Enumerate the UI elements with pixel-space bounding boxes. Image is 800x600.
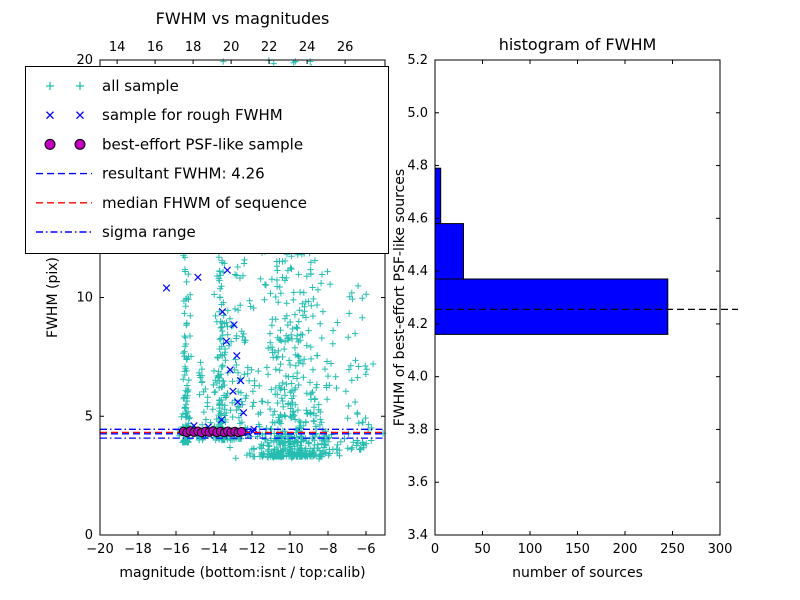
legend-entry-4: median FHWM of sequence [36,194,307,212]
y-tick-label: 3.4 [407,528,428,543]
legend-label: sigma range [102,223,196,241]
histogram-bar [434,223,464,280]
histogram-bar [434,278,669,335]
y-tick-label: 0 [85,528,93,543]
legend-entry-5: sigma range [36,223,196,241]
y-tick-label: 5.0 [407,106,428,121]
x-marker-icon [76,111,84,120]
top-tick-label: 18 [185,40,202,55]
legend: all sample sample for rough FWHM best-effo… [25,66,389,254]
y-tick-label: 5.2 [407,53,428,68]
legend-label: resultant FWHM: 4.26 [102,165,265,183]
right-chart-xlabel: number of sources [512,565,643,581]
y-tick-label: 4.8 [407,159,428,174]
left-chart-ylabel: FWHM (pix) [45,257,61,338]
left-chart: −20 −18 −16 −14 −12 −10 −8 −6 14 16 18 20 22 24 26 0 5 10… [45,9,387,581]
y-tick-label: 4.6 [407,211,428,226]
x-tick-label: 300 [708,542,733,557]
y-tick-label: 3.8 [407,422,428,437]
legend-entry-2: best-effort PSF-like sample [44,135,303,153]
right-chart: 0 50 100 150 200 250 300 3.4 3.6 3.8 4.0 4.2 4.4 4.6 4… [392,35,738,581]
top-tick-label: 16 [147,40,164,55]
x-tick-label: 250 [660,542,685,557]
x-tick-label: −6 [356,542,375,557]
histogram-bars [434,167,669,335]
left-chart-title: FWHM vs magnitudes [156,9,330,28]
y-tick-label: 3.6 [407,475,428,490]
top-tick-label: 14 [109,40,126,55]
legend-label: all sample [102,77,179,95]
top-tick-label: 26 [337,40,354,55]
x-tick-label: 50 [474,542,491,557]
plus-marker-icon [46,82,54,90]
scatter-psf-sample [178,426,247,438]
right-chart-title: histogram of FWHM [499,35,657,54]
x-tick-label: −18 [124,542,151,557]
legend-label: sample for rough FWHM [102,106,283,124]
left-chart-xlabel: magnitude (bottom:isnt / top:calib) [119,565,365,581]
legend-label: best-effort PSF-like sample [102,135,303,153]
x-tick-label: 100 [518,542,543,557]
circle-marker-icon [44,138,56,150]
y-tick-label: 20 [76,53,93,68]
y-tick-label: 4.2 [407,317,428,332]
left-chart-axes: −20 −18 −16 −14 −12 −10 −8 −6 14 16 18 20 22 24 26 0 5 10… [76,40,386,557]
legend-entry-0: all sample [46,77,179,95]
right-chart-axes: 0 50 100 150 200 250 300 3.4 3.6 3.8 4.0 4.2 4.4 4.6 4… [407,53,732,557]
x-tick-label: 150 [565,542,590,557]
y-tick-label: 5 [85,409,93,424]
x-tick-label: −10 [276,542,303,557]
psf-point [236,427,247,437]
legend-entry-1: sample for rough FWHM [46,106,283,124]
right-chart-ylabel: FWHM of best-effort PSF-like sources [392,169,408,426]
y-tick-label: 4.0 [407,370,428,385]
top-tick-label: 24 [299,40,316,55]
x-tick-label: −12 [238,542,265,557]
x-tick-label: 200 [613,542,638,557]
legend-entry-3: resultant FWHM: 4.26 [36,165,265,183]
x-tick-label: −16 [162,542,189,557]
x-tick-label: −8 [318,542,337,557]
plus-marker-icon [76,82,84,90]
top-tick-label: 20 [223,40,240,55]
x-tick-label: −14 [200,542,227,557]
legend-label: median FHWM of sequence [102,194,307,212]
circle-marker-icon [74,138,86,150]
top-tick-label: 22 [261,40,278,55]
histogram-bar [434,167,442,225]
x-marker-icon [46,111,54,120]
x-tick-label: 0 [431,542,439,557]
y-tick-label: 10 [76,291,93,306]
y-tick-label: 4.4 [407,264,428,279]
legend-box [25,66,389,254]
x-tick-label: −20 [86,542,113,557]
